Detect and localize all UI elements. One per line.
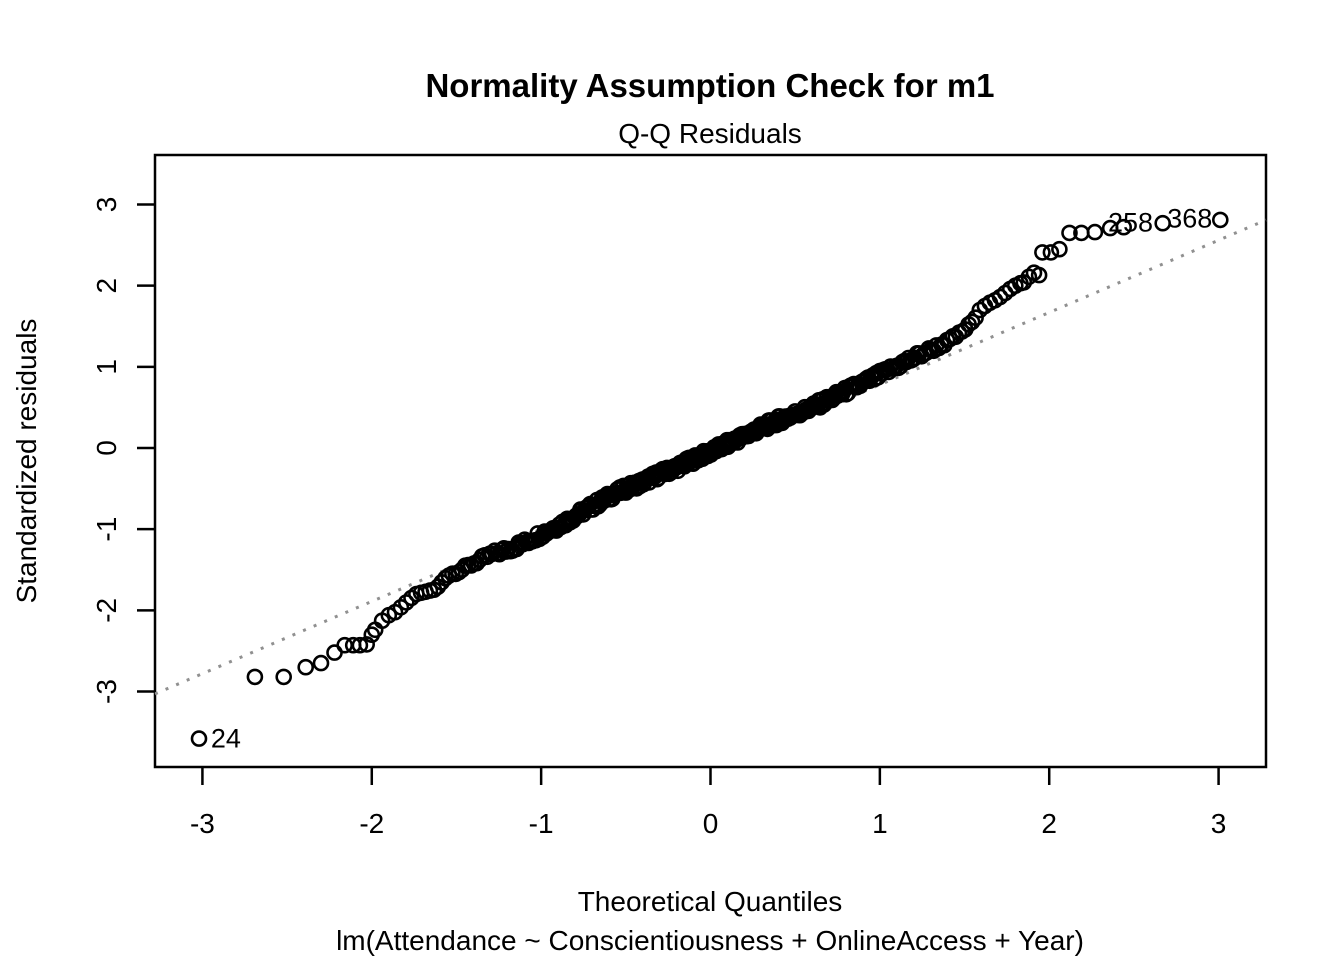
model-caption: lm(Attendance ~ Conscientiousness + Onli…	[336, 925, 1084, 956]
x-tick-label: 3	[1211, 808, 1227, 839]
x-tick-label: 2	[1041, 808, 1057, 839]
data-point	[312, 654, 330, 672]
y-tick-label: -1	[91, 517, 122, 542]
data-points-group	[190, 211, 1229, 747]
data-point	[1212, 211, 1229, 229]
y-axis: -3 -2 -1 0 1 2 3	[91, 197, 155, 704]
x-tick-label: 1	[872, 808, 888, 839]
data-point	[246, 668, 264, 686]
x-tick-label: -3	[190, 808, 215, 839]
data-point	[351, 636, 369, 654]
y-tick-label: 3	[91, 197, 122, 213]
y-tick-label: -3	[91, 679, 122, 704]
data-point	[275, 668, 293, 686]
y-tick-label: 2	[91, 278, 122, 294]
data-point	[1051, 240, 1068, 258]
x-axis: -3 -2 -1 0 1 2 3	[190, 767, 1226, 839]
outlier-label: 258	[1108, 207, 1153, 237]
outlier-label: 368	[1167, 203, 1212, 233]
data-point	[1154, 214, 1171, 232]
outlier-label: 24	[211, 724, 241, 754]
x-tick-label: -1	[529, 808, 554, 839]
y-tick-label: -2	[91, 598, 122, 623]
chart-subtitle: Q-Q Residuals	[618, 118, 802, 149]
data-point	[1115, 218, 1132, 236]
y-tick-label: 1	[91, 359, 122, 375]
data-point	[1034, 244, 1051, 261]
y-axis-title: Standardized residuals	[11, 319, 42, 604]
data-point	[1042, 244, 1060, 261]
data-point	[1061, 224, 1078, 242]
chart-title: Normality Assumption Check for m1	[425, 67, 994, 104]
x-axis-title: Theoretical Quantiles	[578, 886, 843, 917]
data-point	[1086, 223, 1104, 241]
data-point	[297, 658, 315, 676]
y-tick-label: 0	[91, 440, 122, 456]
data-point	[963, 313, 981, 331]
x-tick-label: -2	[359, 808, 384, 839]
outlier-labels-group: 24 258 368	[211, 203, 1212, 753]
data-point	[190, 730, 208, 747]
x-tick-label: 0	[703, 808, 719, 839]
data-point	[1030, 266, 1048, 284]
